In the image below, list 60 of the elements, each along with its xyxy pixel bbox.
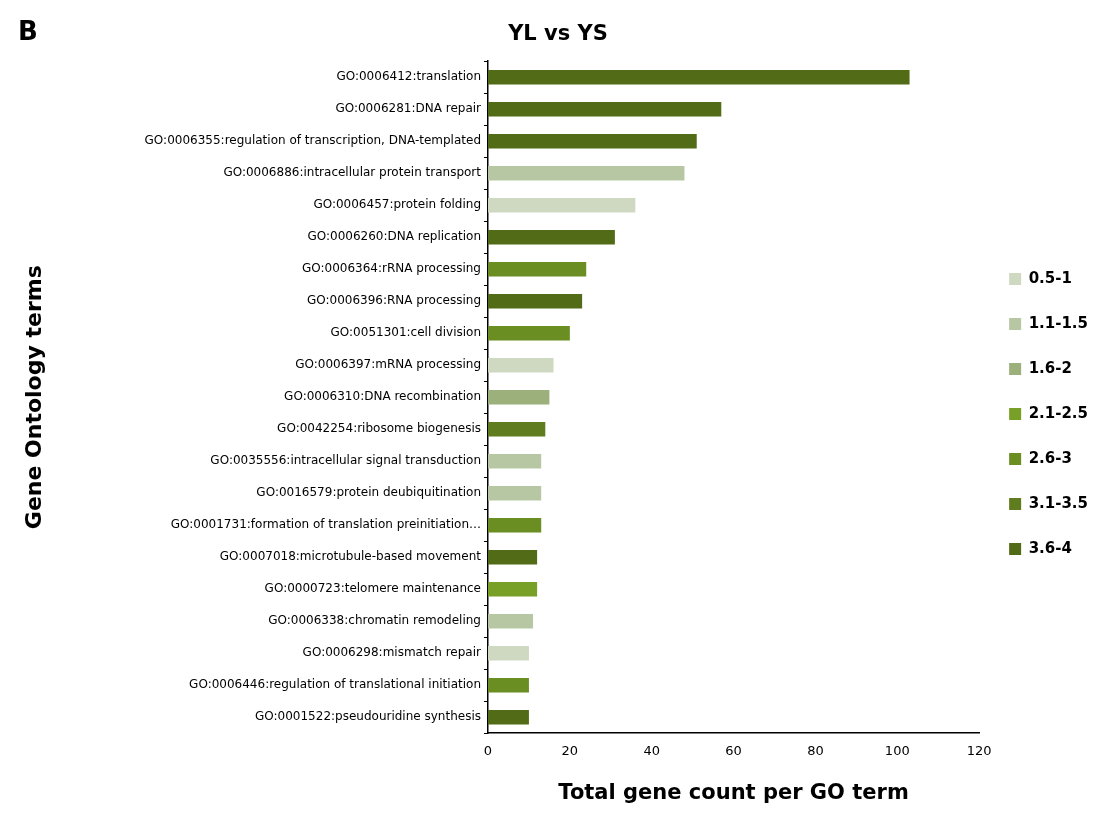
chart-title: YL vs YS bbox=[507, 21, 608, 46]
x-tick-label: 0 bbox=[483, 743, 493, 759]
bar bbox=[488, 230, 615, 245]
y-tick-label: GO:0006457:protein folding bbox=[313, 197, 481, 212]
y-tick-label: GO:0042254:ribosome biogenesis bbox=[277, 421, 481, 436]
legend-label: 1.1-1.5 bbox=[1028, 313, 1088, 332]
bar bbox=[488, 710, 529, 725]
y-tick-label: GO:0001731:formation of translation preinitiation… bbox=[170, 517, 481, 532]
y-tick-label: GO:0006886:intracellular protein transport bbox=[223, 165, 482, 180]
bar bbox=[488, 614, 534, 629]
legend-label: 1.6-2 bbox=[1028, 358, 1072, 377]
bar bbox=[488, 422, 546, 437]
text: B bbox=[18, 15, 38, 46]
y-tick-label: GO:0006298:mismatch repair bbox=[302, 645, 482, 660]
bar bbox=[488, 198, 636, 213]
bar bbox=[488, 550, 538, 565]
legend-label: 2.6-3 bbox=[1028, 448, 1072, 467]
y-tick-label: GO:0035556:intracellular signal transduction bbox=[210, 453, 481, 468]
bar bbox=[488, 102, 722, 117]
bar bbox=[488, 582, 538, 597]
bar bbox=[488, 646, 529, 661]
y-tick-label: GO:0006260:DNA replication bbox=[307, 229, 481, 244]
bar bbox=[488, 326, 570, 341]
bar bbox=[488, 518, 542, 533]
y-tick-label: GO:0006397:mRNA processing bbox=[295, 357, 481, 372]
y-tick-label: GO:0051301:cell division bbox=[330, 325, 481, 340]
legend-label: 2.1-2.5 bbox=[1028, 403, 1088, 422]
bar bbox=[488, 134, 697, 149]
y-tick-label: GO:0006310:DNA recombination bbox=[284, 389, 481, 404]
y-tick-label: GO:0006396:RNA processing bbox=[306, 293, 481, 308]
x-tick-label: 120 bbox=[966, 743, 992, 759]
y-tick-label: GO:0006364:rRNA processing bbox=[301, 261, 481, 276]
bar bbox=[488, 486, 542, 501]
y-tick-label: GO:0007018:microtubule-based movement bbox=[219, 549, 482, 564]
bar bbox=[488, 678, 529, 693]
y-tick-label: GO:0006446:regulation of translational initiation bbox=[189, 677, 481, 692]
x-tick-label: 20 bbox=[561, 743, 579, 759]
bar bbox=[488, 166, 685, 181]
x-tick-label: 80 bbox=[807, 743, 824, 759]
x-tick-label: 40 bbox=[643, 743, 660, 759]
bar bbox=[488, 358, 554, 373]
y-tick-label: GO:0006355:regulation of transcription, DNA-templated bbox=[144, 133, 481, 148]
y-tick-label: GO:0001522:pseudouridine synthesis bbox=[255, 709, 481, 724]
bar bbox=[488, 454, 542, 469]
y-tick-label: GO:0006338:chromatin remodeling bbox=[268, 613, 481, 628]
y-tick-label: GO:0016579:protein deubiquitination bbox=[256, 485, 481, 500]
y-tick-label: GO:0006412:translation bbox=[336, 69, 481, 84]
bar bbox=[488, 294, 583, 309]
y-axis-title: Gene Ontology terms bbox=[20, 265, 46, 530]
bar bbox=[488, 70, 910, 85]
legend-label: 3.1-3.5 bbox=[1028, 493, 1088, 512]
legend-label: 3.6-4 bbox=[1028, 538, 1072, 557]
y-tick-label: GO:0000723:telomere maintenance bbox=[264, 581, 481, 596]
bar bbox=[488, 262, 587, 277]
x-tick-label: 60 bbox=[725, 743, 742, 759]
x-tick-label: 100 bbox=[884, 743, 910, 759]
legend-label: 0.5-1 bbox=[1028, 268, 1072, 287]
y-tick-label: GO:0006281:DNA repair bbox=[335, 101, 482, 116]
bar bbox=[488, 390, 550, 405]
x-axis-title: Total gene count per GO term bbox=[558, 779, 909, 804]
